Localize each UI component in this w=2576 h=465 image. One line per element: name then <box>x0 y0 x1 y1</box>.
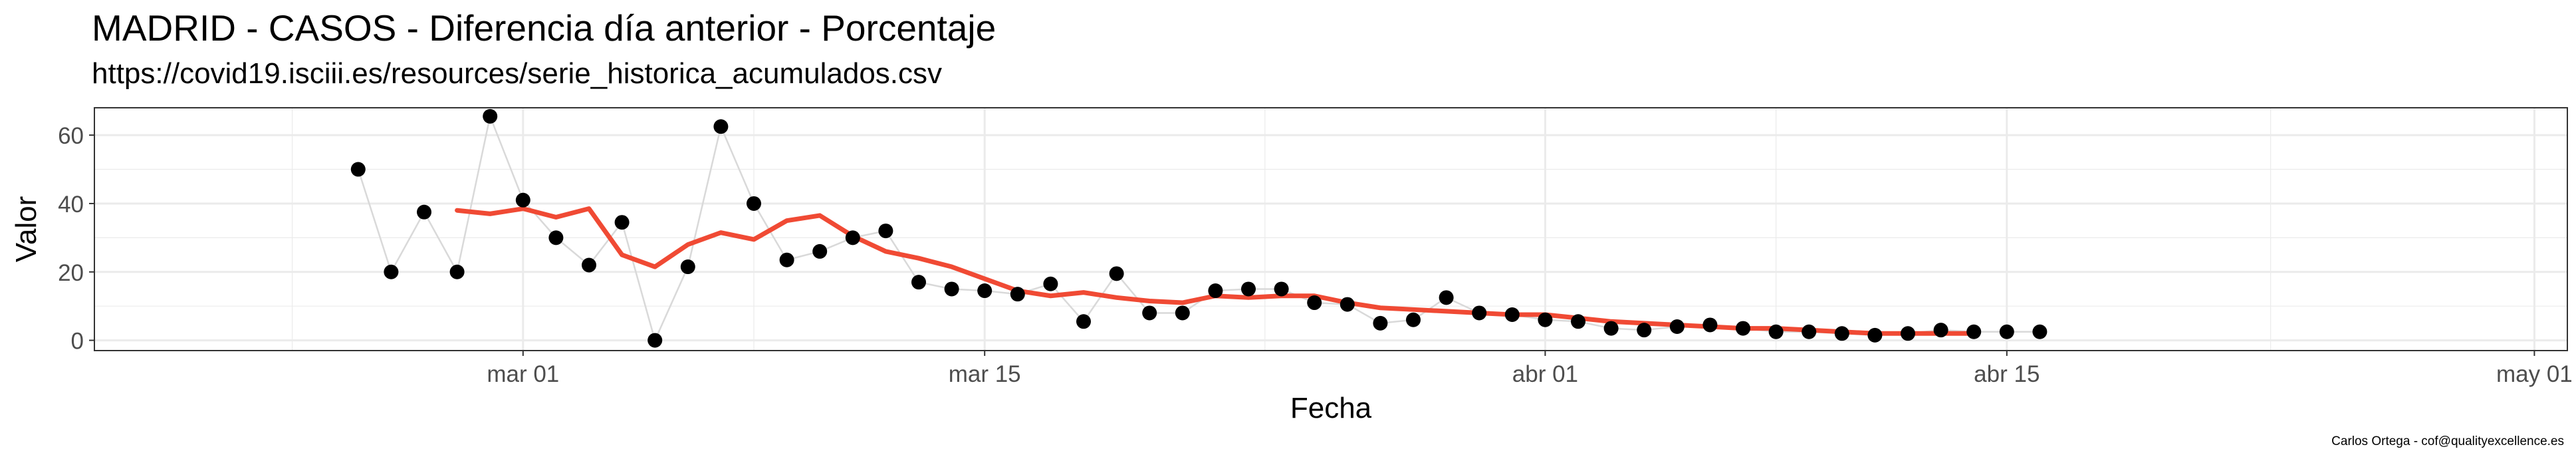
data-point <box>350 162 366 177</box>
data-point <box>1504 307 1520 323</box>
data-point <box>1373 315 1388 331</box>
data-point <box>2032 324 2048 339</box>
data-point <box>417 204 431 220</box>
data-point <box>1966 324 1982 339</box>
data-point <box>1010 287 1025 302</box>
data-point <box>1241 281 1256 297</box>
data-point <box>1834 326 1849 341</box>
y-axis-label: Valor <box>10 196 43 262</box>
data-point <box>582 257 596 273</box>
data-point <box>845 230 860 245</box>
data-point <box>1933 323 1948 338</box>
data-point <box>1076 314 1091 329</box>
data-point <box>1603 321 1619 336</box>
data-point <box>483 108 498 124</box>
data-point <box>1637 323 1652 338</box>
y-tick-label: 0 <box>71 329 84 355</box>
data-point <box>1142 305 1157 321</box>
data-point <box>944 281 959 297</box>
x-tick-label: abr 15 <box>1974 361 2040 387</box>
data-point <box>647 333 663 348</box>
x-tick-label: abr 01 <box>1512 361 1578 387</box>
data-points <box>350 108 2048 348</box>
x-tick-label: mar 15 <box>949 361 1021 387</box>
data-point <box>1802 324 1817 339</box>
y-tick-label: 60 <box>58 123 84 149</box>
chart-caption: Carlos Ortega - cof@qualityexcellence.es <box>2331 434 2564 448</box>
data-point <box>1571 314 1585 329</box>
data-point <box>1669 319 1685 335</box>
data-point <box>1340 297 1355 312</box>
data-point <box>1439 290 1454 305</box>
data-point <box>1901 326 1915 341</box>
data-point <box>1043 276 1058 291</box>
y-tick-label: 20 <box>58 260 84 286</box>
data-point <box>878 224 893 239</box>
data-point <box>1999 324 2014 339</box>
x-tick-label: mar 01 <box>487 361 559 387</box>
data-point <box>680 259 695 275</box>
grid-lines <box>94 108 2567 351</box>
data-point <box>1208 283 1223 299</box>
data-point <box>1406 312 1421 327</box>
data-point <box>1274 281 1289 297</box>
data-point <box>1867 327 1883 343</box>
connector-lines <box>357 113 2040 343</box>
axes: 0 20 40 60 mar 01 mar 15 abr 01 abr 15 may 01 <box>58 123 2573 387</box>
data-point <box>812 243 828 259</box>
data-point <box>449 264 465 279</box>
x-tick-label: may 01 <box>2496 361 2573 387</box>
data-point <box>1472 305 1487 321</box>
panel-border <box>94 107 2568 351</box>
data-point <box>384 264 399 279</box>
x-axis-label: Fecha <box>1290 392 1372 424</box>
data-point <box>713 119 729 134</box>
data-point <box>779 252 794 267</box>
chart-title: MADRID - CASOS - Diferencia día anterior… <box>92 7 996 49</box>
y-tick-label: 40 <box>58 192 84 218</box>
data-point <box>911 275 926 290</box>
data-point <box>515 192 530 208</box>
data-point <box>1702 317 1718 333</box>
data-point <box>1109 266 1124 281</box>
data-point <box>977 283 993 299</box>
data-point <box>1307 295 1322 311</box>
data-point <box>1538 312 1553 327</box>
data-point <box>747 196 761 211</box>
data-point <box>614 215 630 230</box>
connector-line <box>357 113 2040 343</box>
data-point <box>548 230 564 245</box>
data-point <box>1175 305 1190 321</box>
data-point <box>1736 321 1750 336</box>
chart-subtitle: https://covid19.isciii.es/resources/seri… <box>92 57 943 90</box>
data-point <box>1768 324 1784 339</box>
